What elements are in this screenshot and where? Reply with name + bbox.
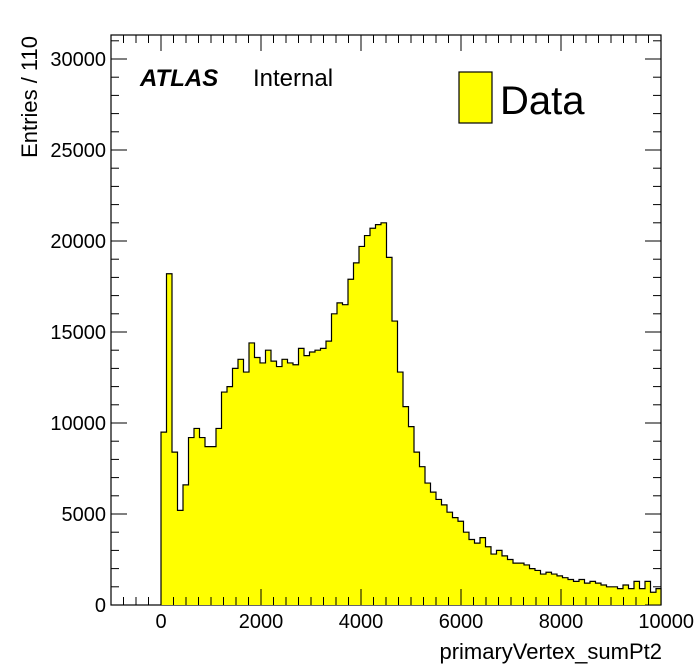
x-tick-label: 4000 xyxy=(339,611,384,633)
y-tick-label: 5000 xyxy=(62,504,107,526)
y-axis-ticks xyxy=(111,40,661,606)
histogram-outline xyxy=(160,222,662,605)
x-tick-label: 6000 xyxy=(439,611,484,633)
y-axis-title: Entries / 110 xyxy=(17,36,42,158)
x-axis-ticks xyxy=(110,35,662,605)
y-tick-label: 15000 xyxy=(50,322,106,344)
y-tick-label: 20000 xyxy=(50,231,106,253)
x-tick-label: 2000 xyxy=(239,611,284,633)
x-tick-labels: 0 2000 4000 6000 8000 10000 xyxy=(155,611,694,633)
x-axis-title: primaryVertex_sumPt2 xyxy=(439,639,662,664)
y-tick-label: 10000 xyxy=(50,413,106,435)
x-tick-label: 8000 xyxy=(539,611,584,633)
y-tick-label: 30000 xyxy=(50,49,106,71)
y-tick-label: 25000 xyxy=(50,140,106,162)
x-tick-label: 0 xyxy=(155,611,166,633)
atlas-label: ATLAS xyxy=(139,65,218,92)
legend-label: Data xyxy=(500,79,585,123)
x-tick-label: 10000 xyxy=(638,611,694,633)
y-tick-labels: 0 5000 10000 15000 20000 25000 30000 xyxy=(50,49,106,617)
histogram-bars xyxy=(161,222,661,606)
legend-swatch xyxy=(458,71,493,124)
y-tick-label: 0 xyxy=(95,595,106,617)
internal-label: Internal xyxy=(253,65,333,92)
